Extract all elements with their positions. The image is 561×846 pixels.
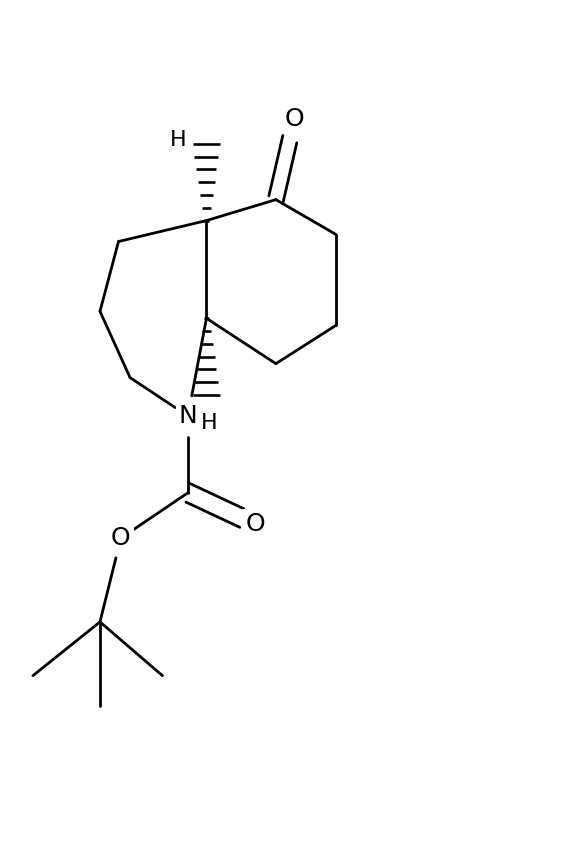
Text: H: H [200, 413, 217, 433]
Text: O: O [284, 107, 304, 131]
Text: O: O [111, 526, 131, 550]
Text: H: H [171, 130, 187, 151]
Text: N: N [178, 404, 197, 428]
Text: O: O [245, 512, 265, 536]
